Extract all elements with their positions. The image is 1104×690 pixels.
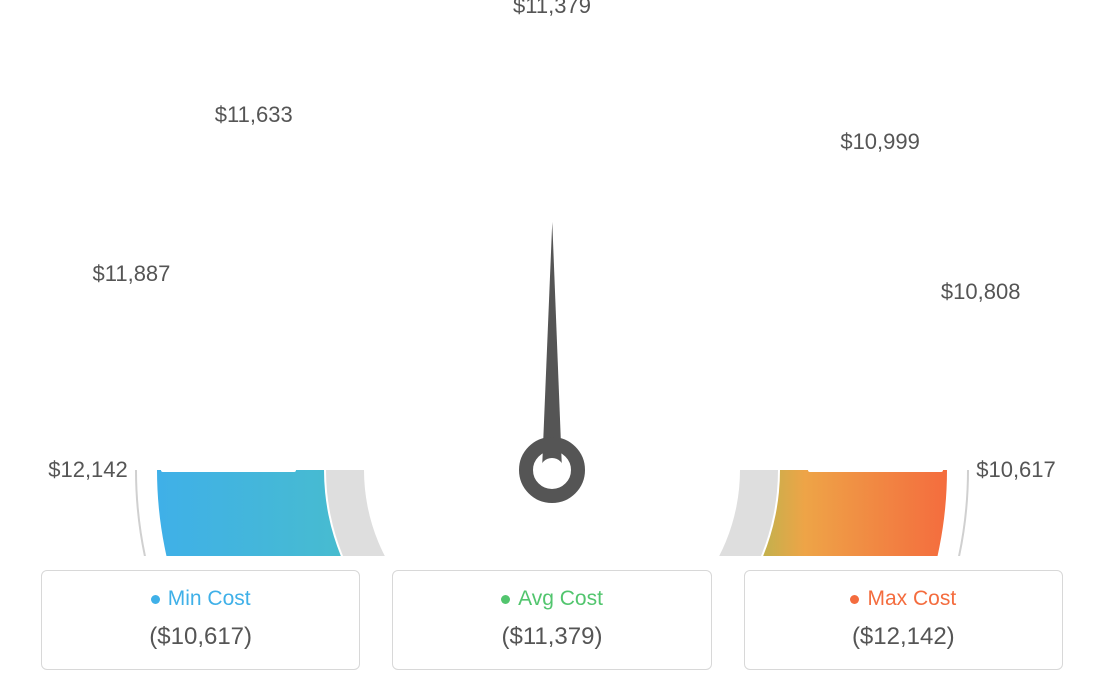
gauge-tick-label: $10,808 xyxy=(941,279,1021,305)
min-cost-title: Min Cost xyxy=(151,587,251,611)
gauge-tick-label: $10,999 xyxy=(840,129,920,155)
circle-icon xyxy=(501,595,510,604)
cost-gauge: $10,617 $10,808 $10,999 $11,379 $11,633 $11,8… xyxy=(0,0,1104,556)
max-cost-card: Max Cost ($12,142) xyxy=(744,570,1063,670)
avg-cost-card: Avg Cost ($11,379) xyxy=(392,570,711,670)
circle-icon xyxy=(850,595,859,604)
max-cost-value: ($12,142) xyxy=(755,623,1052,651)
summary-cards: Min Cost ($10,617) Avg Cost ($11,379) Ma… xyxy=(41,570,1063,670)
min-cost-value: ($10,617) xyxy=(52,623,349,651)
max-cost-label: Max Cost xyxy=(867,587,956,611)
gauge-tick-label: $11,633 xyxy=(215,102,293,128)
avg-cost-label: Avg Cost xyxy=(518,587,603,611)
max-cost-title: Max Cost xyxy=(850,587,956,611)
gauge-tick-label: $11,379 xyxy=(513,0,591,19)
gauge-tick-label: $12,142 xyxy=(48,457,128,483)
min-cost-card: Min Cost ($10,617) xyxy=(41,570,360,670)
gauge-tick-label: $10,617 xyxy=(976,457,1056,483)
avg-cost-value: ($11,379) xyxy=(403,623,700,651)
gauge-tick-label: $11,887 xyxy=(93,261,171,287)
avg-cost-title: Avg Cost xyxy=(501,587,603,611)
circle-icon xyxy=(151,595,160,604)
min-cost-label: Min Cost xyxy=(168,587,251,611)
